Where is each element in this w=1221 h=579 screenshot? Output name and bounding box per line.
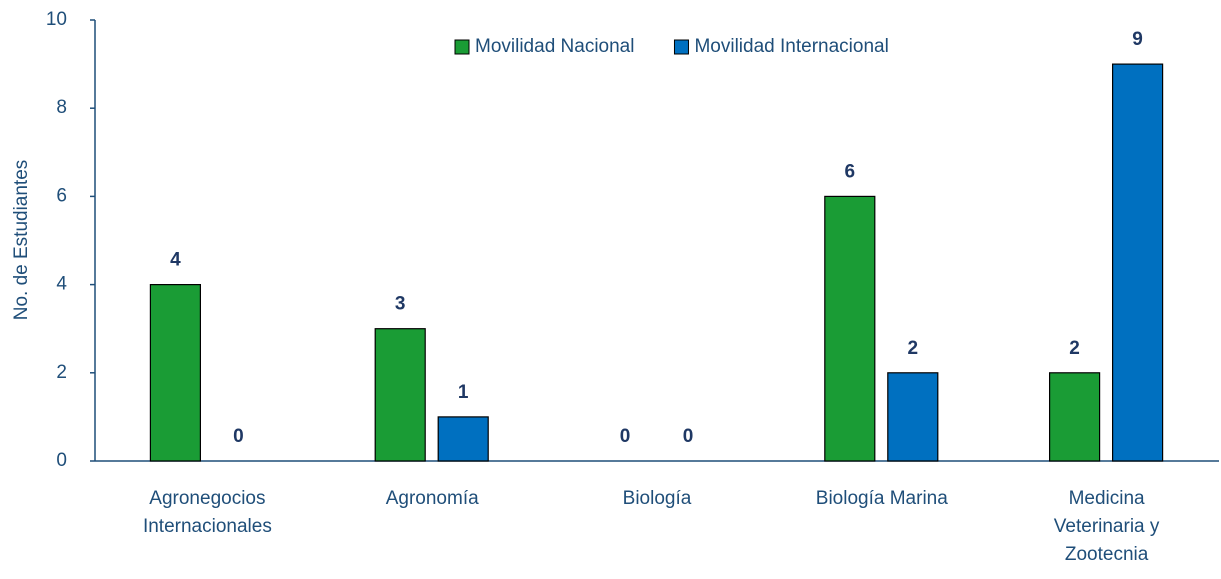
legend-label: Movilidad Internacional xyxy=(694,36,888,57)
x-tick-label: Agronegocios Internacionales xyxy=(143,488,272,537)
x-tick-label: Biología xyxy=(623,488,692,509)
y-tick-label: 10 xyxy=(46,9,67,30)
value-label: 3 xyxy=(395,294,406,315)
value-label: 9 xyxy=(1132,29,1143,50)
x-tick-label: Agronomía xyxy=(386,488,479,509)
value-label: 2 xyxy=(1069,338,1080,359)
bar xyxy=(1048,372,1101,462)
legend-swatch xyxy=(673,39,689,55)
x-tick-label: Medicina Veterinaria y Zootecnia xyxy=(1054,488,1160,565)
bar xyxy=(437,416,489,462)
value-label: 2 xyxy=(908,338,919,359)
bar xyxy=(374,328,426,462)
bar xyxy=(149,284,201,462)
value-label: 4 xyxy=(170,250,181,271)
y-tick-label: 4 xyxy=(56,274,67,295)
bar xyxy=(887,372,939,462)
value-label: 1 xyxy=(458,382,469,403)
value-label: 0 xyxy=(683,426,694,447)
y-tick-label: 0 xyxy=(56,450,67,471)
value-label: 0 xyxy=(233,426,244,447)
value-label: 6 xyxy=(845,161,856,182)
y-tick-label: 2 xyxy=(56,362,67,383)
y-axis-label: No. de Estudiantes xyxy=(11,160,32,321)
legend-label: Movilidad Nacional xyxy=(475,36,634,57)
bar xyxy=(824,195,876,462)
x-tick-label: Biología Marina xyxy=(816,488,948,509)
legend-swatch xyxy=(454,39,470,55)
y-tick-label: 6 xyxy=(56,185,67,206)
bar xyxy=(1111,63,1164,462)
value-label: 0 xyxy=(620,426,631,447)
y-tick-label: 8 xyxy=(56,97,67,118)
